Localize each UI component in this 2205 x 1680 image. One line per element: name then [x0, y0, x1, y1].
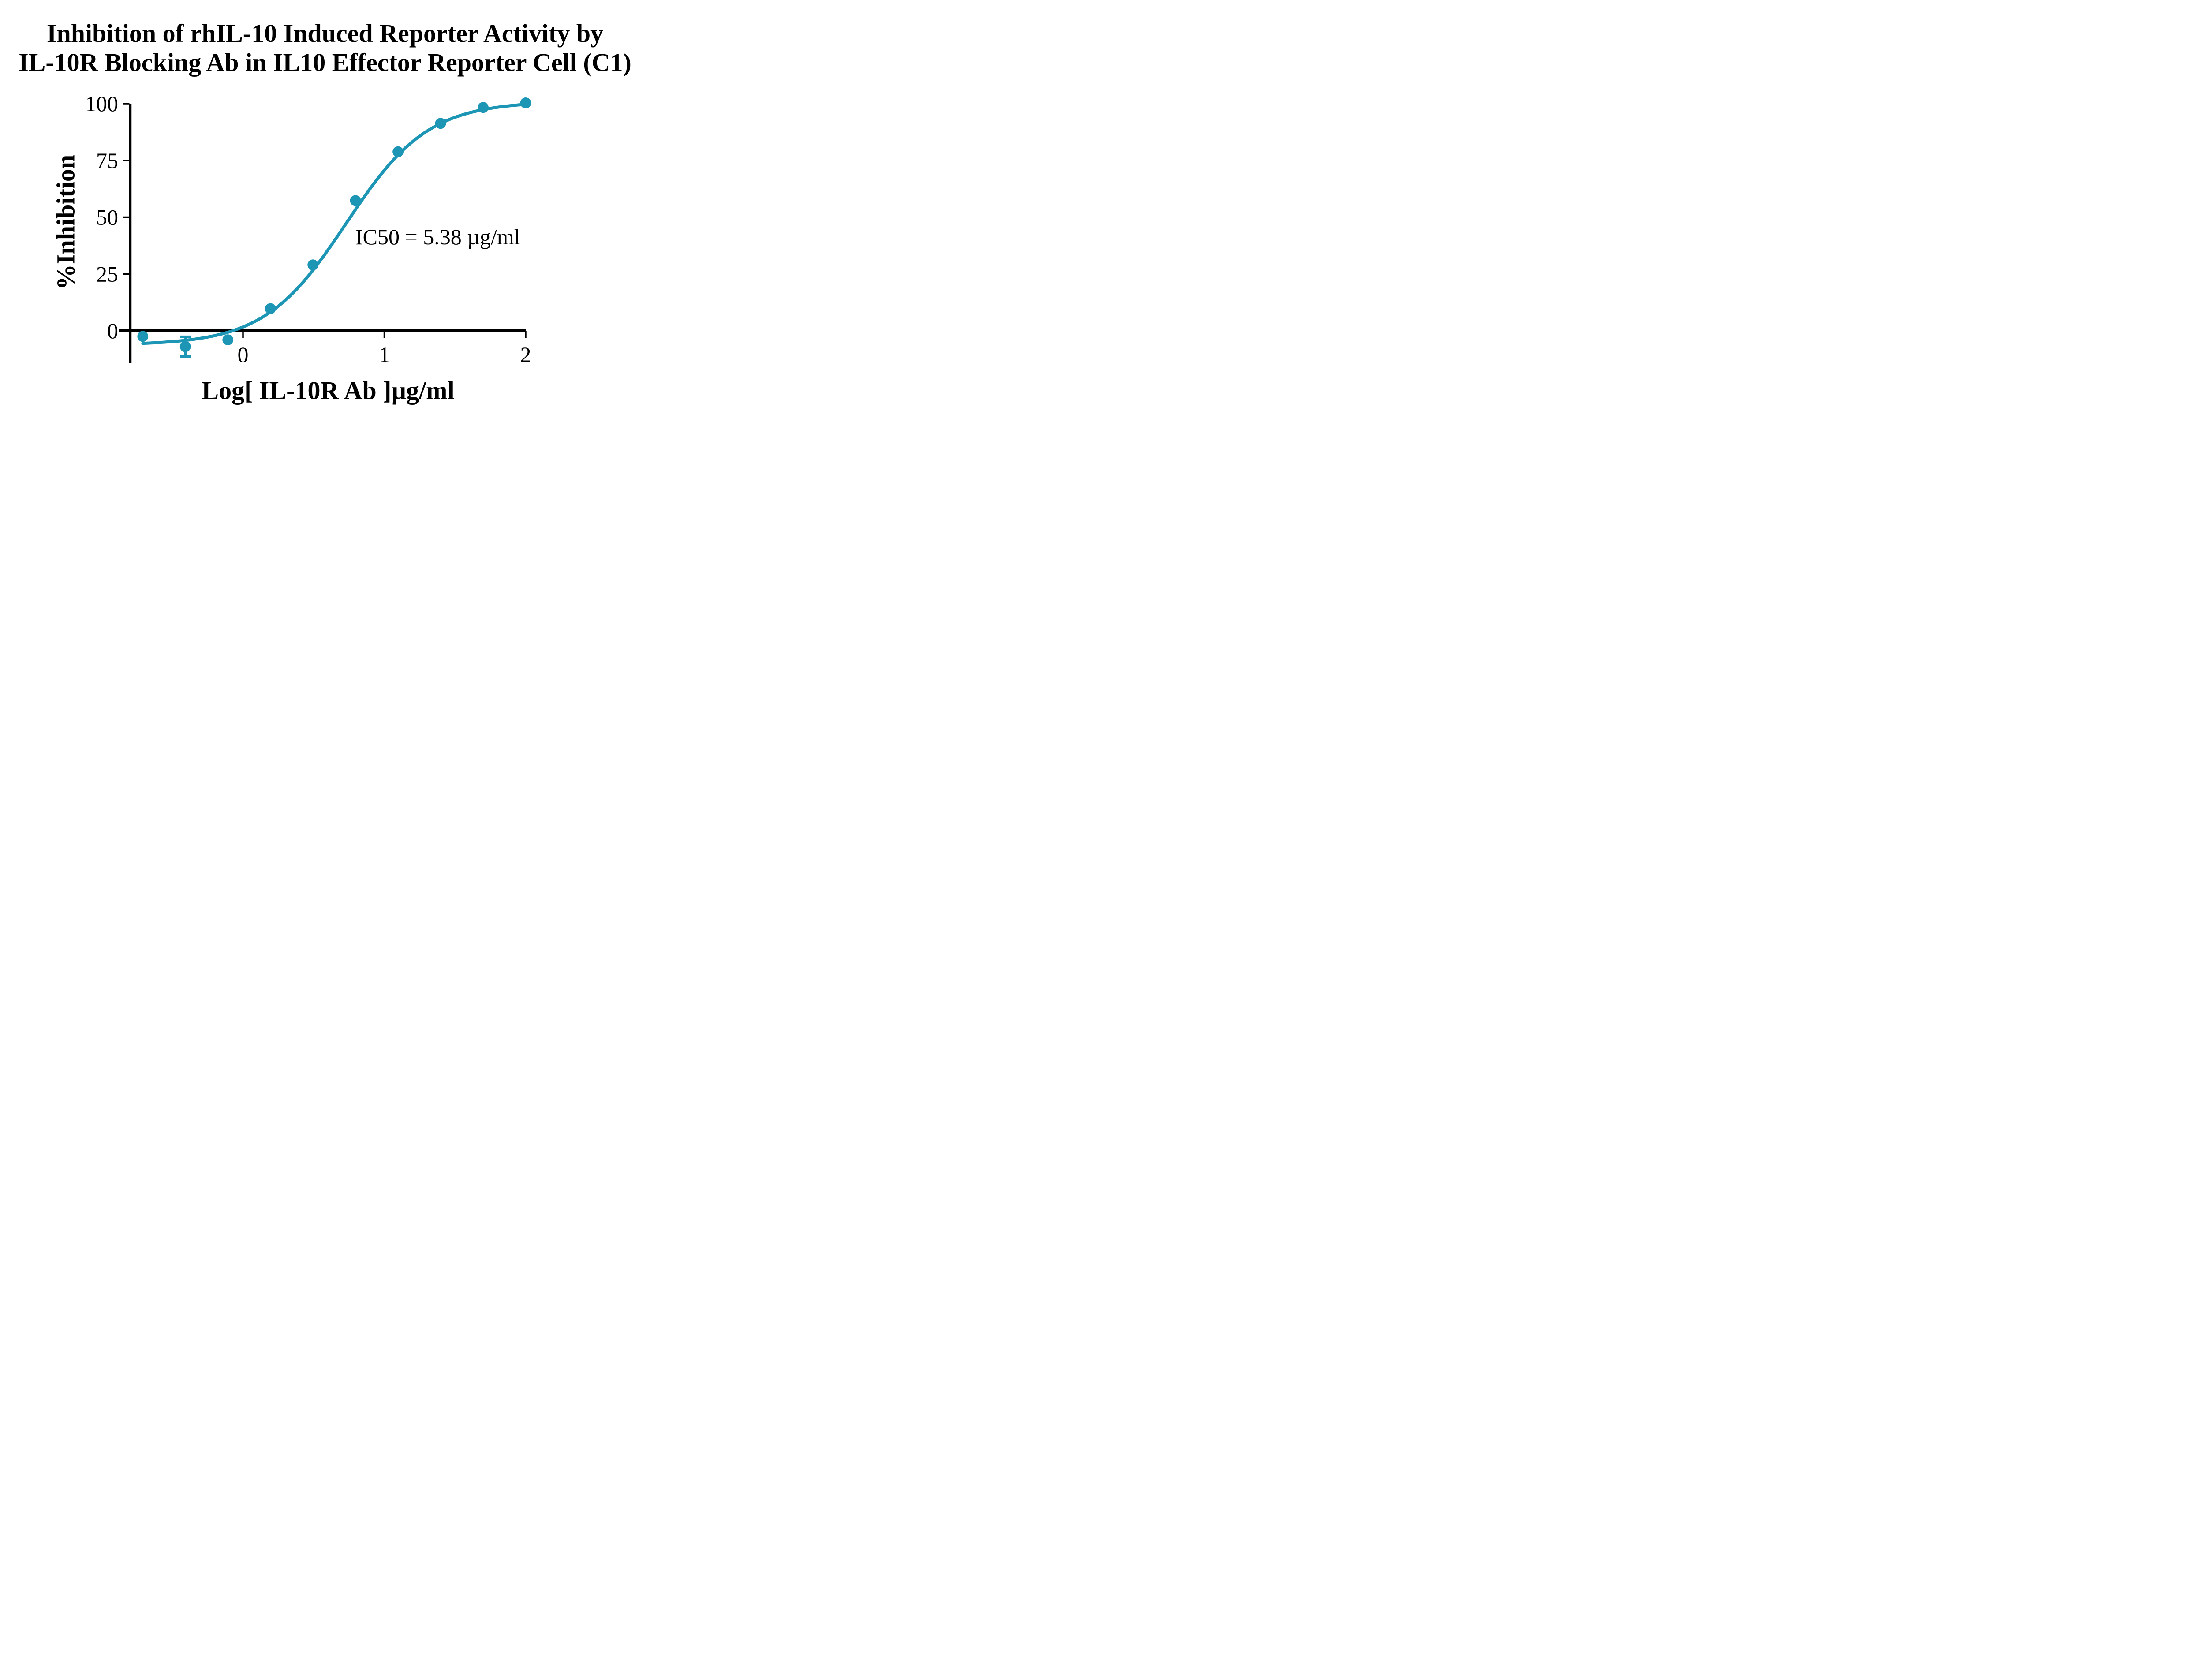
y-axis-tick-labels: 0 25 50 75 100: [85, 91, 118, 343]
data-point: [435, 118, 446, 129]
x-axis-ticks: [242, 331, 527, 338]
data-point: [137, 331, 149, 342]
y-tick-label: 25: [96, 261, 118, 286]
ic50-annotation: IC50 = 5.38 µg/ml: [355, 224, 520, 249]
data-point: [307, 259, 319, 271]
data-point: [350, 195, 361, 206]
y-axis-ticks: [123, 103, 130, 332]
x-axis-label: Log[ IL-10R Ab ]µg/ml: [202, 376, 454, 405]
y-tick-label: 100: [85, 91, 118, 116]
x-tick-label: 2: [520, 342, 531, 367]
x-axis-tick-labels: 0 1 2: [238, 342, 531, 367]
chart-title-line-2: IL-10R Blocking Ab in IL10 Effector Repo…: [19, 48, 632, 77]
y-tick-label: 50: [96, 205, 118, 230]
x-tick-label: 0: [238, 342, 249, 367]
data-point: [265, 303, 276, 314]
chart-title-line-1: Inhibition of rhIL-10 Induced Reporter A…: [47, 19, 603, 48]
fit-curve: [141, 103, 526, 345]
axes: [119, 103, 527, 363]
y-tick-label: 0: [107, 318, 118, 343]
data-point: [478, 102, 489, 113]
data-points: [137, 97, 531, 352]
chart-page: Inhibition of rhIL-10 Induced Reporter A…: [0, 0, 650, 420]
y-tick-label: 75: [96, 148, 118, 173]
data-point: [392, 146, 404, 157]
x-tick-label: 1: [379, 342, 390, 367]
y-axis-label: %Inhibition: [52, 155, 80, 290]
data-point: [179, 341, 191, 352]
data-point: [520, 97, 531, 108]
dose-response-chart: Inhibition of rhIL-10 Induced Reporter A…: [19, 19, 632, 405]
chart-title: Inhibition of rhIL-10 Induced Reporter A…: [19, 19, 632, 77]
data-point: [222, 334, 234, 345]
series-il10r-ab: [137, 97, 531, 358]
